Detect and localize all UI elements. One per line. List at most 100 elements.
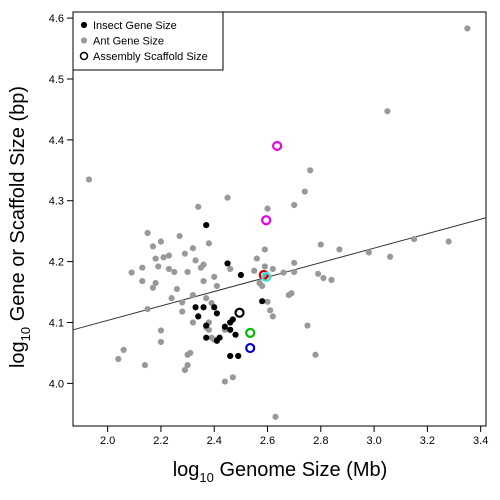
plot-area: [72, 11, 487, 427]
scaffold-size-point: [234, 307, 245, 318]
ant-gene-point: [171, 268, 178, 276]
ant-gene-point: [365, 249, 372, 256]
legend-marker: [80, 21, 88, 29]
ant-gene-point: [205, 240, 212, 247]
plot-frame: [72, 11, 487, 427]
ant-gene-point: [211, 273, 218, 280]
ant-gene-point: [261, 263, 268, 270]
insect-gene-point: [221, 323, 228, 330]
ant-gene-point: [179, 308, 186, 315]
legend-label: Ant Gene Size: [93, 36, 164, 48]
ant-gene-point: [464, 25, 471, 32]
ant-gene-point: [386, 253, 394, 260]
ant-gene-point: [165, 265, 173, 273]
ant-gene-point: [264, 298, 271, 305]
ant-gene-point: [269, 313, 276, 320]
ant-gene-point: [149, 243, 157, 250]
ant-gene-point: [139, 278, 146, 285]
ant-gene-point: [189, 292, 197, 299]
ant-gene-point: [168, 295, 175, 302]
ant-gene-point: [200, 261, 207, 268]
ant-gene-point: [195, 203, 202, 210]
x-tick-label: 3.0: [366, 435, 381, 447]
ant-gene-point: [203, 295, 210, 302]
ant-gene-point: [149, 284, 157, 291]
insect-gene-point: [211, 304, 218, 311]
ant-gene-point: [181, 366, 189, 374]
insect-gene-point: [259, 298, 266, 305]
ant-gene-point: [152, 255, 159, 262]
ant-gene-point: [280, 269, 287, 276]
ant-gene-point: [157, 238, 165, 245]
ant-gene-point: [251, 267, 258, 274]
ant-gene-point: [224, 194, 231, 201]
insect-gene-point: [235, 352, 242, 360]
insect-gene-point: [229, 316, 236, 323]
ant-gene-point: [328, 276, 335, 283]
regression-line: [72, 217, 487, 331]
y-axis-title: log10 Gene or Scaffold Size (bp): [7, 86, 33, 368]
ant-gene-point: [152, 279, 159, 287]
ant-gene-point: [165, 252, 173, 259]
ant-gene-point: [213, 282, 220, 290]
x-tick-label: 3.2: [420, 435, 435, 447]
y-axis: 4.0 4.1 4.2 4.3 4.4 4.5 4.6: [49, 13, 73, 390]
legend-marker: [80, 37, 88, 44]
ant-gene-point: [307, 167, 314, 174]
ant-gene-point: [85, 176, 93, 183]
ant-gene-point: [291, 268, 298, 276]
scaffold-size-point: [245, 342, 256, 354]
ant-gene-point: [229, 374, 236, 381]
ant-gene-point: [264, 205, 271, 212]
ant-gene-point: [176, 232, 183, 240]
ant-gene-point: [181, 250, 189, 257]
legend-label: Insect Gene Size: [93, 20, 177, 32]
y-tick-label: 4.0: [49, 378, 64, 390]
ant-gene-point: [144, 229, 151, 237]
ant-gene-point: [384, 108, 391, 115]
ant-gene-point: [312, 351, 319, 358]
ant-gene-point: [261, 246, 268, 253]
x-axis: 2.0 2.2 2.4 2.6 2.8 3.0 3.2 3.4: [100, 426, 488, 447]
insect-gene-point: [213, 337, 220, 344]
y-tick-label: 4.5: [49, 74, 64, 86]
ant-gene-point: [184, 362, 191, 369]
insect-gene-point: [203, 322, 210, 329]
scaffold-size-point: [261, 271, 272, 282]
y-tick-label: 4.3: [49, 196, 64, 208]
ant-gene-point: [410, 235, 418, 243]
insect-gene-point: [203, 221, 210, 229]
x-tick-label: 3.4: [473, 435, 488, 447]
ant-gene-point: [291, 201, 298, 209]
ant-gene-point: [301, 188, 308, 195]
ant-gene-point: [269, 265, 276, 273]
ant-gene-point: [189, 319, 197, 326]
ant-gene-point: [267, 307, 274, 314]
insect-gene-point: [224, 260, 231, 267]
ant-gene-point: [272, 413, 279, 420]
ant-gene-point: [192, 257, 199, 264]
insect-gene-point: [192, 304, 199, 311]
y-tick-label: 4.4: [49, 135, 64, 147]
insect-gene-point: [227, 326, 234, 333]
ant-gene-point: [189, 245, 197, 252]
legend-label: Assembly Scaffold Size: [93, 51, 208, 63]
scaffold-size-point: [261, 215, 272, 226]
ant-gene-point: [291, 259, 298, 266]
x-tick-label: 2.6: [260, 435, 275, 447]
insect-gene-point: [195, 313, 202, 320]
ant-gene-point: [160, 254, 167, 261]
ant-gene-point: [173, 285, 181, 293]
ant-gene-point: [179, 299, 186, 306]
ant-gene-point: [336, 246, 343, 253]
ant-gene-point: [157, 338, 165, 346]
ant-gene-point: [157, 327, 165, 334]
x-tick-label: 2.2: [153, 435, 168, 447]
ant-gene-point: [200, 278, 207, 285]
scaffold-size-point: [272, 140, 283, 152]
x-tick-label: 2.4: [207, 435, 222, 447]
ant-gene-point: [304, 322, 311, 329]
ant-gene-point: [253, 255, 260, 262]
x-axis-title: log10 Genome Size (Mb): [173, 459, 388, 485]
